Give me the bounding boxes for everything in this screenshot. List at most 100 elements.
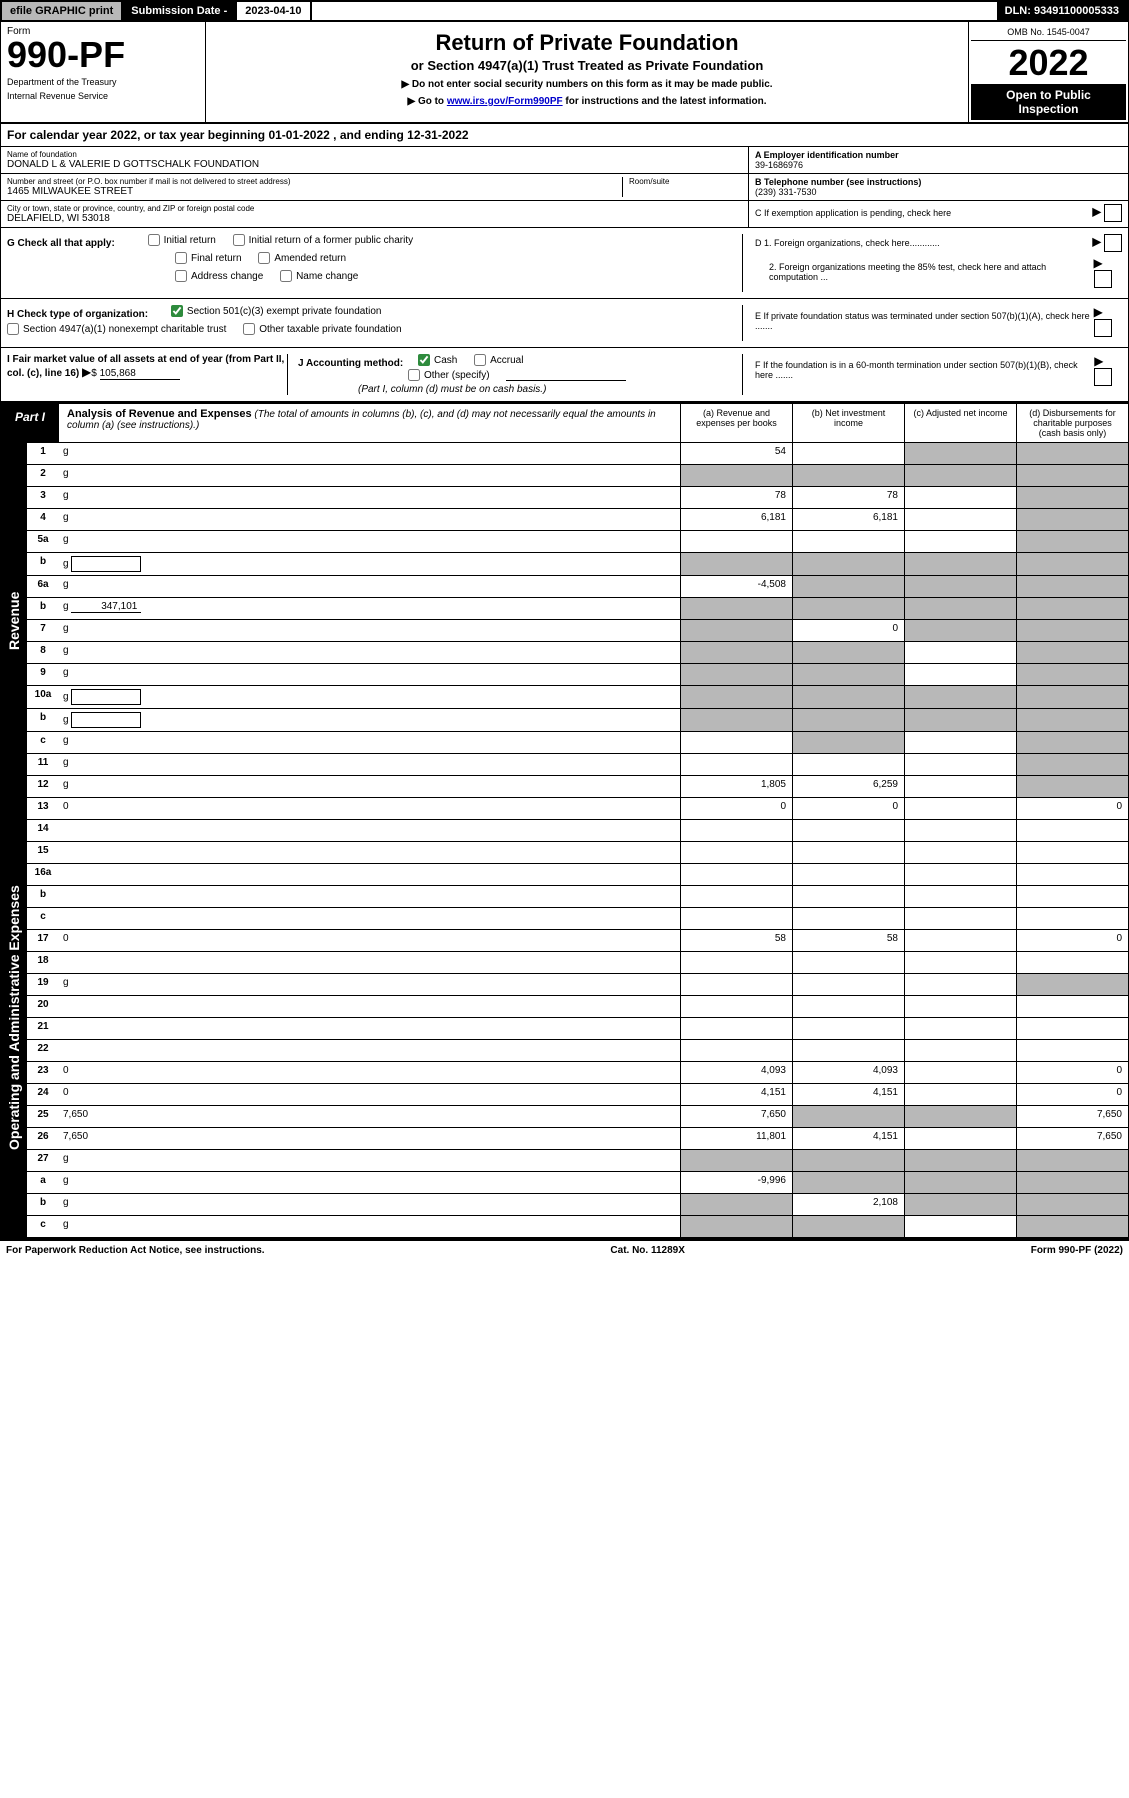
line-description: 7,650 xyxy=(59,1106,680,1127)
submission-date-value: 2023-04-10 xyxy=(237,2,311,20)
line-number: 23 xyxy=(27,1062,59,1083)
value-cell-grey xyxy=(792,576,904,597)
g-final-return-checkbox[interactable] xyxy=(175,252,187,264)
col-d-header: (d) Disbursements for charitable purpose… xyxy=(1016,404,1128,442)
line-number: 22 xyxy=(27,1040,59,1061)
line-description: 0 xyxy=(59,1062,680,1083)
revenue-vertical-label: Revenue xyxy=(1,443,27,798)
value-cell xyxy=(904,974,1016,995)
line-description: g xyxy=(59,1150,680,1171)
line-number: a xyxy=(27,1172,59,1193)
form-note-ssn: ▶ Do not enter social security numbers o… xyxy=(214,79,960,90)
value-cell: 7,650 xyxy=(1016,1106,1128,1127)
d1-label: D 1. Foreign organizations, check here..… xyxy=(755,238,940,248)
value-cell-grey xyxy=(792,1150,904,1171)
value-cell xyxy=(1016,996,1128,1017)
value-cell xyxy=(792,754,904,775)
line-row: bg 347,101 xyxy=(27,598,1128,620)
line-row: 2304,0934,0930 xyxy=(27,1062,1128,1084)
g1-label: Initial return xyxy=(164,235,216,246)
g-initial-return-checkbox[interactable] xyxy=(148,234,160,246)
form-number: 990-PF xyxy=(7,37,199,73)
value-cell xyxy=(904,642,1016,663)
value-cell-grey xyxy=(1016,576,1128,597)
note2-pre: ▶ Go to xyxy=(407,96,446,107)
line-description xyxy=(59,996,680,1017)
line-description: g xyxy=(59,620,680,641)
value-cell xyxy=(1016,820,1128,841)
value-cell xyxy=(904,1018,1016,1039)
line-row: 11g xyxy=(27,754,1128,776)
open-public-badge: Open to Public Inspection xyxy=(971,84,1126,120)
line-number: 3 xyxy=(27,487,59,508)
g6-label: Name change xyxy=(296,271,358,282)
tax-year: 2022 xyxy=(971,41,1126,84)
d2-checkbox[interactable] xyxy=(1094,270,1112,288)
value-cell-grey xyxy=(680,664,792,685)
g-address-change-checkbox[interactable] xyxy=(175,270,187,282)
value-cell xyxy=(792,864,904,885)
value-cell-grey xyxy=(792,465,904,486)
line-number: c xyxy=(27,908,59,929)
h-4947-checkbox[interactable] xyxy=(7,323,19,335)
g-initial-former-checkbox[interactable] xyxy=(233,234,245,246)
revenue-section: Revenue 1g542g3g78784g6,1816,1815agbg 6a… xyxy=(0,443,1129,798)
value-cell: 4,093 xyxy=(680,1062,792,1083)
value-cell xyxy=(1016,952,1128,973)
value-cell-grey xyxy=(904,1172,1016,1193)
line-row: bg2,108 xyxy=(27,1194,1128,1216)
d1-checkbox[interactable] xyxy=(1104,234,1122,252)
c-checkbox[interactable] xyxy=(1104,204,1122,222)
ein-label: A Employer identification number xyxy=(755,150,1122,160)
line-number: 7 xyxy=(27,620,59,641)
opex-vertical-label: Operating and Administrative Expenses xyxy=(1,798,27,1238)
line-row: 14 xyxy=(27,820,1128,842)
g2-label: Initial return of a former public charit… xyxy=(249,235,414,246)
value-cell xyxy=(904,820,1016,841)
footer-paperwork: For Paperwork Reduction Act Notice, see … xyxy=(6,1245,265,1256)
value-cell-grey xyxy=(1016,776,1128,797)
line-number: 17 xyxy=(27,930,59,951)
f-checkbox[interactable] xyxy=(1094,368,1112,386)
line-number: b xyxy=(27,1194,59,1215)
line-description: 0 xyxy=(59,1084,680,1105)
value-cell xyxy=(680,886,792,907)
line-description: g xyxy=(59,974,680,995)
j-accrual-checkbox[interactable] xyxy=(474,354,486,366)
value-cell: 4,151 xyxy=(792,1128,904,1149)
part1-header: Part I Analysis of Revenue and Expenses … xyxy=(0,402,1129,443)
value-cell xyxy=(1016,864,1128,885)
j-cash-checkbox[interactable] xyxy=(418,354,430,366)
j-other-checkbox[interactable] xyxy=(408,369,420,381)
value-cell-grey xyxy=(904,598,1016,619)
line-row: 21 xyxy=(27,1018,1128,1040)
value-cell: 7,650 xyxy=(1016,1128,1128,1149)
line-description: g xyxy=(59,642,680,663)
h-501c3-checkbox[interactable] xyxy=(171,305,183,317)
line-row: cg xyxy=(27,732,1128,754)
e-checkbox[interactable] xyxy=(1094,319,1112,337)
g-amended-checkbox[interactable] xyxy=(258,252,270,264)
g-name-change-checkbox[interactable] xyxy=(280,270,292,282)
line-row: 18 xyxy=(27,952,1128,974)
line-number: 13 xyxy=(27,798,59,819)
line-number: 11 xyxy=(27,754,59,775)
form990pf-link[interactable]: www.irs.gov/Form990PF xyxy=(447,96,563,107)
form-subtitle: or Section 4947(a)(1) Trust Treated as P… xyxy=(214,58,960,73)
value-cell xyxy=(904,776,1016,797)
value-cell-grey xyxy=(1016,465,1128,486)
h-other-taxable-checkbox[interactable] xyxy=(243,323,255,335)
e-label: E If private foundation status was termi… xyxy=(755,311,1094,331)
value-cell: -4,508 xyxy=(680,576,792,597)
footer-form: Form 990-PF (2022) xyxy=(1031,1245,1123,1256)
value-cell xyxy=(680,842,792,863)
value-cell xyxy=(904,842,1016,863)
line-description: g xyxy=(59,1194,680,1215)
top-bar: efile GRAPHIC print Submission Date - 20… xyxy=(0,0,1129,22)
efile-print-button[interactable]: efile GRAPHIC print xyxy=(2,2,123,20)
submission-date-label: Submission Date - xyxy=(123,2,237,20)
value-cell xyxy=(904,531,1016,552)
name-label: Name of foundation xyxy=(7,150,742,159)
city-state-zip: DELAFIELD, WI 53018 xyxy=(7,213,742,224)
col-a-header: (a) Revenue and expenses per books xyxy=(680,404,792,442)
